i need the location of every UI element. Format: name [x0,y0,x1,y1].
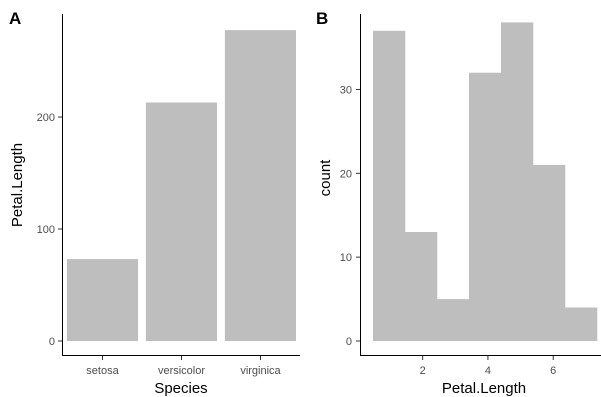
x-tick-label-2: 2 [420,365,426,377]
y-tick-label-0: 0 [346,336,352,348]
x-tick-label-versicolor: versicolor [158,365,205,377]
panel-a-y-title: Petal.Length [9,143,26,227]
hist-bin-2 [405,232,438,341]
bar-versicolor [145,102,217,341]
panel-b-y-title: count [317,159,334,197]
panel-b: B 2 4 6 0 10 20 30 Petal.Length count [316,9,601,397]
hist-bin-1 [373,30,406,342]
panel-b-letter: B [316,9,328,28]
y-tick-label-200: 200 [37,112,55,124]
panel-a-letter: A [9,9,21,28]
panel-a: A setosa versicolor virginica 0 100 200 Speci… [9,9,300,397]
panel-b-x-title: Petal.Length [442,380,526,397]
x-tick-label-virginica: virginica [240,365,281,377]
panel-b-ticks: 2 4 6 0 10 20 30 [340,84,557,377]
panel-a-ticks: setosa versicolor virginica 0 100 200 [37,112,282,377]
hist-bin-5 [501,22,534,342]
x-tick-label-4: 4 [485,365,491,377]
panel-a-x-title: Species [154,380,207,397]
hist-bin-4 [469,72,502,341]
panel-a-bars [66,30,296,341]
bar-virginica [224,30,296,341]
y-tick-label-20: 20 [340,168,352,180]
y-tick-label-10: 10 [340,252,352,264]
y-tick-label-100: 100 [37,224,55,236]
x-tick-label-setosa: setosa [86,365,119,377]
bar-setosa [66,259,138,341]
panel-b-bars [373,22,598,342]
y-tick-label-0: 0 [49,336,55,348]
hist-bin-6 [533,164,566,341]
y-tick-label-30: 30 [340,84,352,96]
hist-bin-3 [437,299,470,341]
x-tick-label-6: 6 [550,365,556,377]
hist-bin-7 [565,307,598,341]
